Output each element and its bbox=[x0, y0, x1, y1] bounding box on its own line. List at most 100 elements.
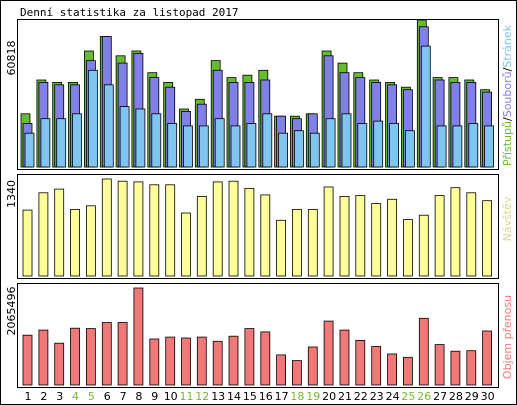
kbytes-bar bbox=[291, 360, 302, 386]
pages-bar bbox=[103, 84, 114, 168]
panel-top-max-label: 60818 bbox=[5, 41, 18, 76]
x-tick-label: 8 bbox=[135, 390, 142, 403]
x-tick-label: 1 bbox=[25, 390, 32, 403]
visits-bar bbox=[228, 180, 239, 277]
kbytes-bar bbox=[482, 330, 493, 386]
visits-bar bbox=[291, 208, 302, 277]
chart-title: Denní statistika za listopad 2017 bbox=[20, 6, 239, 19]
visits-bar bbox=[22, 209, 33, 277]
legend-item: Objem přenosu bbox=[501, 295, 514, 379]
visits-bar bbox=[117, 180, 128, 277]
panel-bottom-border bbox=[17, 283, 499, 388]
visits-bar bbox=[196, 195, 207, 277]
pages-bar bbox=[167, 123, 178, 168]
x-tick-label: 3 bbox=[56, 390, 63, 403]
pages-bar bbox=[135, 108, 146, 168]
kbytes-bar bbox=[418, 317, 429, 386]
kbytes-bar bbox=[212, 340, 223, 386]
kbytes-bar bbox=[339, 329, 350, 386]
x-tick-label: 26 bbox=[417, 390, 431, 403]
visits-bar bbox=[387, 198, 398, 277]
pages-bar bbox=[278, 132, 289, 168]
kbytes-bar bbox=[307, 346, 318, 386]
x-tick-label: 30 bbox=[481, 390, 495, 403]
x-tick-label: 17 bbox=[275, 390, 289, 403]
legend-item: / bbox=[501, 117, 514, 121]
kbytes-bar bbox=[22, 334, 33, 386]
visits-bar bbox=[165, 184, 176, 277]
kbytes-bar bbox=[149, 338, 160, 386]
pages-bar bbox=[262, 113, 273, 168]
kbytes-bar bbox=[196, 336, 207, 386]
pages-bar bbox=[389, 123, 400, 168]
kbytes-bar bbox=[466, 350, 477, 386]
panel-bottom-legend: Objem přenosu bbox=[501, 295, 514, 379]
x-tick-label: 15 bbox=[243, 390, 257, 403]
kbytes-bar bbox=[133, 287, 144, 386]
kbytes-bar bbox=[387, 353, 398, 386]
visits-bar bbox=[450, 187, 461, 277]
panel-middle-border bbox=[17, 174, 499, 279]
kbytes-bars bbox=[22, 287, 493, 386]
pages-bar bbox=[119, 106, 130, 168]
x-tick-label: 2 bbox=[40, 390, 47, 403]
pages-bar bbox=[40, 118, 51, 168]
pages-bar bbox=[341, 113, 352, 168]
x-tick-label: 6 bbox=[104, 390, 111, 403]
visits-bar bbox=[402, 219, 413, 277]
x-tick-label: 24 bbox=[386, 390, 400, 403]
x-tick-label: 29 bbox=[465, 390, 479, 403]
hits-files-pages-bars bbox=[20, 19, 495, 168]
x-tick-label: 21 bbox=[338, 390, 352, 403]
pages-bar bbox=[357, 123, 368, 168]
pages-bar bbox=[214, 118, 225, 168]
visits-bar bbox=[482, 200, 493, 277]
kbytes-bar bbox=[323, 320, 334, 386]
x-tick-label: 12 bbox=[195, 390, 209, 403]
x-tick-label: 23 bbox=[370, 390, 384, 403]
pages-bar bbox=[230, 125, 241, 168]
x-tick-label: 28 bbox=[449, 390, 463, 403]
pages-bar bbox=[88, 69, 98, 168]
kbytes-bar bbox=[402, 356, 413, 386]
pages-bar bbox=[484, 125, 495, 168]
pages-bar bbox=[373, 120, 384, 168]
x-tick-label: 19 bbox=[306, 390, 320, 403]
pages-bar bbox=[452, 125, 463, 168]
x-tick-label: 9 bbox=[151, 390, 158, 403]
visits-bar bbox=[54, 188, 65, 277]
x-tick-label: 20 bbox=[322, 390, 336, 403]
visits-bar bbox=[323, 186, 334, 277]
visits-bar bbox=[355, 195, 366, 277]
visits-bar bbox=[101, 178, 112, 277]
panel-middle-max-label: 1340 bbox=[5, 180, 18, 208]
pages-bar bbox=[325, 118, 336, 168]
pages-bar bbox=[309, 132, 320, 168]
pages-bar bbox=[436, 125, 447, 168]
x-axis-day-labels: 1 2 3 4 5 6 7 8 9 10 11 12 13 14 15 16 17 18 19 20 21 22 23 24 2… bbox=[25, 390, 495, 403]
legend-item: Návštěv bbox=[501, 196, 514, 241]
kbytes-bar bbox=[450, 350, 461, 386]
kbytes-bar bbox=[117, 322, 128, 386]
kbytes-bar bbox=[101, 322, 112, 386]
visits-bar bbox=[149, 184, 160, 277]
visits-bar bbox=[418, 214, 429, 277]
kbytes-bar bbox=[70, 327, 80, 386]
x-tick-label: 16 bbox=[259, 390, 273, 403]
x-tick-label: 27 bbox=[433, 390, 447, 403]
visits-bar bbox=[434, 195, 445, 277]
kbytes-bar bbox=[355, 339, 366, 386]
kbytes-bar bbox=[38, 329, 49, 386]
pages-bar bbox=[183, 125, 193, 168]
x-tick-label: 22 bbox=[354, 390, 368, 403]
kbytes-bar bbox=[244, 328, 255, 386]
visits-bar bbox=[133, 181, 144, 277]
kbytes-bar bbox=[165, 336, 176, 386]
pages-bar bbox=[420, 45, 431, 168]
pages-bar bbox=[56, 118, 67, 168]
visits-bar bbox=[371, 203, 382, 277]
x-tick-label: 10 bbox=[164, 390, 178, 403]
kbytes-bar bbox=[260, 331, 271, 386]
pages-bar bbox=[293, 130, 304, 168]
